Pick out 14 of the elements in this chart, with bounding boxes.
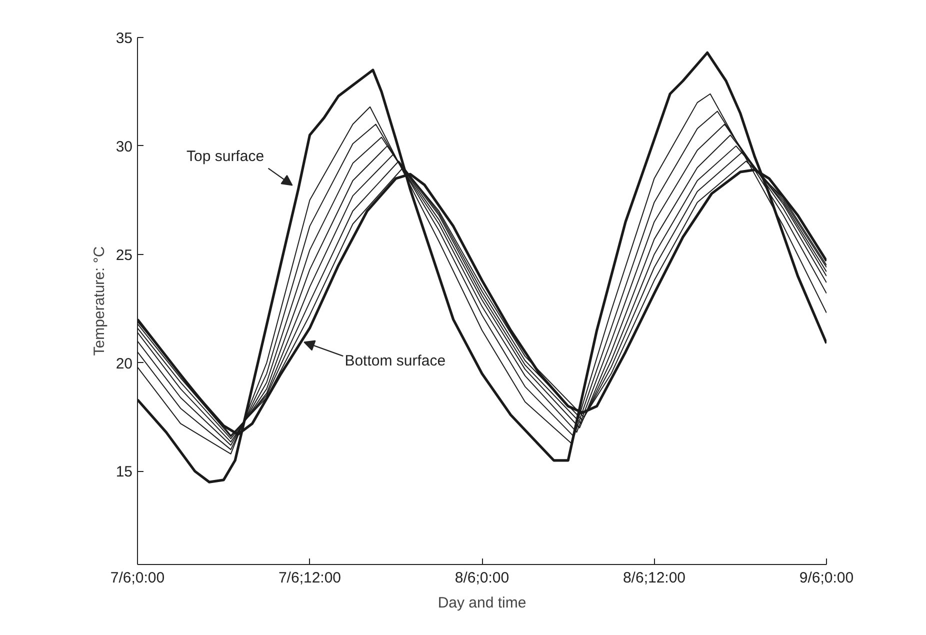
x-tick-label: 8/6;12:00 [622, 570, 686, 586]
x-tick-label: 8/6;0:00 [454, 570, 510, 586]
y-axis-title: Temperature: °C [90, 246, 108, 356]
x-axis-title: Day and time [438, 594, 526, 612]
y-tick-label: 25 [116, 246, 133, 264]
y-tick-label: 15 [116, 464, 133, 481]
annotation: Bottom surface [344, 352, 446, 370]
annotation: Top surface [186, 148, 264, 165]
y-tick-label: 20 [116, 355, 133, 372]
y-tick-label: 30 [116, 138, 133, 156]
x-tick-label: 7/6;12:00 [278, 570, 342, 586]
x-tick-label: 9/6;0:00 [799, 570, 854, 586]
y-tick-label: 35 [116, 30, 133, 47]
x-tick-label: 7/6;0:00 [110, 570, 165, 586]
